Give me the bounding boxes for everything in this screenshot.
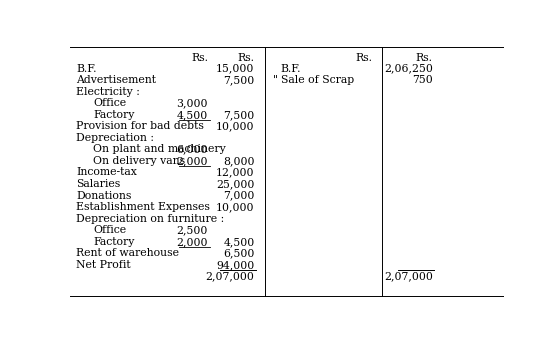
Text: 94,000: 94,000 (216, 260, 254, 270)
Text: Salaries: Salaries (76, 179, 120, 189)
Text: Income-tax: Income-tax (76, 167, 137, 178)
Text: 4,500: 4,500 (223, 237, 254, 247)
Text: 7,500: 7,500 (223, 75, 254, 85)
Text: 6,000: 6,000 (176, 144, 208, 154)
Text: 8,000: 8,000 (223, 156, 254, 166)
Text: Rs.: Rs. (355, 53, 372, 63)
Text: 25,000: 25,000 (216, 179, 254, 189)
Text: 15,000: 15,000 (216, 64, 254, 73)
Text: Provision for bad debts: Provision for bad debts (76, 121, 204, 131)
Text: Donations: Donations (76, 191, 132, 201)
Text: Office: Office (94, 98, 127, 108)
Text: B.F.: B.F. (76, 64, 97, 73)
Text: 7,000: 7,000 (223, 191, 254, 201)
Text: Factory: Factory (94, 237, 134, 247)
Text: Factory: Factory (94, 110, 134, 120)
Text: 2,000: 2,000 (176, 156, 208, 166)
Text: 2,07,000: 2,07,000 (206, 271, 254, 281)
Text: 10,000: 10,000 (216, 121, 254, 131)
Text: Rs.: Rs. (237, 53, 254, 63)
Text: 2,06,250: 2,06,250 (384, 64, 433, 73)
Text: On plant and machinery: On plant and machinery (94, 144, 226, 154)
Text: Rent of warehouse: Rent of warehouse (76, 248, 179, 258)
Text: 2,500: 2,500 (176, 225, 208, 235)
Text: 750: 750 (412, 75, 433, 85)
Text: 10,000: 10,000 (216, 202, 254, 212)
Text: 12,000: 12,000 (216, 167, 254, 178)
Text: Depreciation :: Depreciation : (76, 133, 154, 143)
Text: 6,500: 6,500 (223, 248, 254, 258)
Text: 2,000: 2,000 (176, 237, 208, 247)
Text: B.F.: B.F. (281, 64, 301, 73)
Text: 4,500: 4,500 (177, 110, 208, 120)
Text: 7,500: 7,500 (223, 110, 254, 120)
Text: Sale of Scrap: Sale of Scrap (281, 75, 354, 85)
Text: Office: Office (94, 225, 127, 235)
Text: Rs.: Rs. (416, 53, 433, 63)
Text: Electricity :: Electricity : (76, 87, 140, 97)
Text: ": " (273, 75, 278, 85)
Text: Depreciation on furniture :: Depreciation on furniture : (76, 214, 225, 224)
Text: Establishment Expenses: Establishment Expenses (76, 202, 210, 212)
Text: On delivery vans: On delivery vans (94, 156, 185, 166)
Text: 2,07,000: 2,07,000 (384, 271, 433, 281)
Text: Net Profit: Net Profit (76, 260, 131, 270)
Text: 3,000: 3,000 (176, 98, 208, 108)
Text: Advertisement: Advertisement (76, 75, 156, 85)
Text: Rs.: Rs. (191, 53, 208, 63)
